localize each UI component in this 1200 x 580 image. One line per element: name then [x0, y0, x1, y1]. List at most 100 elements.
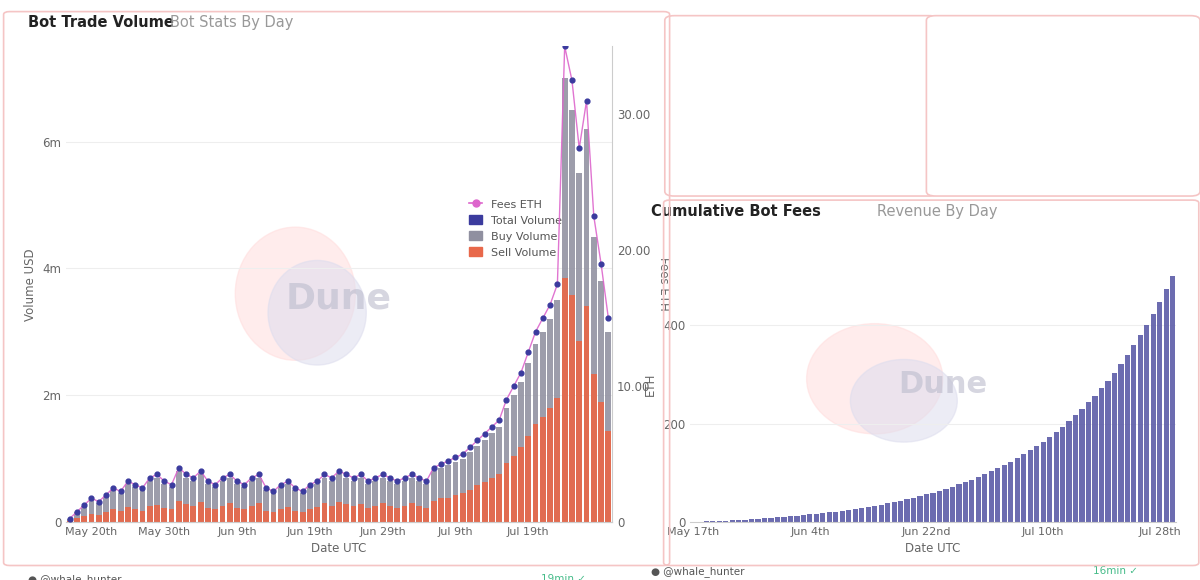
Bar [598, 401, 604, 522]
Ellipse shape [268, 260, 366, 365]
Point [293, 487, 312, 496]
Bar [808, 514, 812, 522]
Bar [395, 508, 400, 522]
Text: Project Stats: Project Stats [779, 31, 858, 44]
Bar [161, 508, 167, 522]
Bar [300, 512, 306, 522]
Bar [96, 503, 102, 522]
Bar [256, 477, 262, 522]
Bar [184, 504, 190, 522]
Point [526, 327, 545, 336]
Bar [1170, 276, 1175, 522]
Bar [814, 514, 818, 522]
Bar [976, 477, 980, 522]
Bar [220, 481, 226, 522]
Bar [379, 477, 385, 522]
Bar [547, 319, 553, 522]
Bar [1092, 396, 1098, 522]
Bar [74, 519, 80, 522]
Bar [526, 364, 532, 522]
Bar [154, 477, 160, 522]
Bar [511, 395, 517, 522]
Bar [724, 521, 728, 522]
Point [540, 300, 559, 309]
Bar [540, 332, 546, 522]
Bar [583, 129, 589, 522]
Bar [995, 469, 1001, 522]
Bar [562, 278, 568, 522]
Bar [1151, 314, 1156, 522]
Point [352, 470, 371, 479]
Bar [606, 332, 611, 522]
Bar [169, 487, 174, 522]
Point [242, 473, 262, 483]
Bar [762, 519, 767, 522]
Bar [438, 468, 444, 522]
Bar [358, 477, 364, 522]
Bar [234, 508, 240, 522]
Text: 19min ✓: 19min ✓ [541, 574, 586, 580]
Bar [424, 484, 430, 522]
Bar [827, 512, 832, 522]
Bar [146, 506, 152, 522]
Point [278, 477, 298, 486]
Bar [898, 501, 904, 522]
Bar [562, 78, 568, 522]
Bar [1034, 446, 1039, 522]
Point [96, 490, 115, 499]
Point [446, 453, 466, 462]
Bar [96, 516, 102, 522]
Bar [1138, 335, 1142, 522]
Bar [118, 511, 124, 522]
Bar [833, 512, 839, 522]
Bar [569, 295, 575, 522]
Bar [176, 501, 181, 522]
Bar [67, 519, 72, 522]
Bar [821, 513, 826, 522]
Bar [336, 502, 342, 522]
Ellipse shape [851, 360, 958, 442]
Bar [460, 459, 466, 522]
Text: Lifetime Volume: Lifetime Volume [760, 123, 844, 133]
Bar [82, 506, 88, 522]
Bar [1112, 372, 1117, 522]
Point [504, 382, 523, 391]
Bar [191, 506, 197, 522]
Text: 152,910: 152,910 [1015, 86, 1111, 106]
Point [191, 466, 210, 476]
Bar [402, 481, 408, 522]
Bar [460, 494, 466, 522]
Bar [220, 506, 226, 522]
Bar [943, 489, 948, 522]
Bar [118, 494, 124, 522]
Bar [322, 477, 328, 522]
Bar [526, 436, 532, 522]
Bar [1015, 458, 1020, 522]
Bar [892, 502, 896, 522]
Point [271, 480, 290, 490]
Bar [576, 173, 582, 522]
Point [257, 483, 276, 492]
X-axis label: Date UTC: Date UTC [311, 542, 367, 556]
Point [584, 212, 604, 221]
Bar [388, 481, 392, 522]
Point [366, 473, 385, 483]
Bar [736, 520, 742, 522]
Bar [775, 517, 780, 522]
Text: ● @whale_hunter: ● @whale_hunter [28, 574, 121, 580]
Bar [846, 510, 851, 522]
Point [60, 514, 79, 523]
Point [599, 314, 618, 323]
Bar [191, 481, 197, 522]
Bar [1086, 403, 1091, 522]
Bar [1080, 409, 1085, 522]
Point [103, 483, 122, 492]
Bar [840, 510, 845, 522]
Bar [445, 498, 451, 522]
Bar [103, 512, 109, 522]
Y-axis label: Fees ETH: Fees ETH [656, 258, 670, 311]
Point [373, 470, 392, 479]
Bar [1040, 441, 1045, 522]
Point [89, 497, 108, 506]
Text: 20min ✓: 20min ✓ [863, 173, 905, 184]
